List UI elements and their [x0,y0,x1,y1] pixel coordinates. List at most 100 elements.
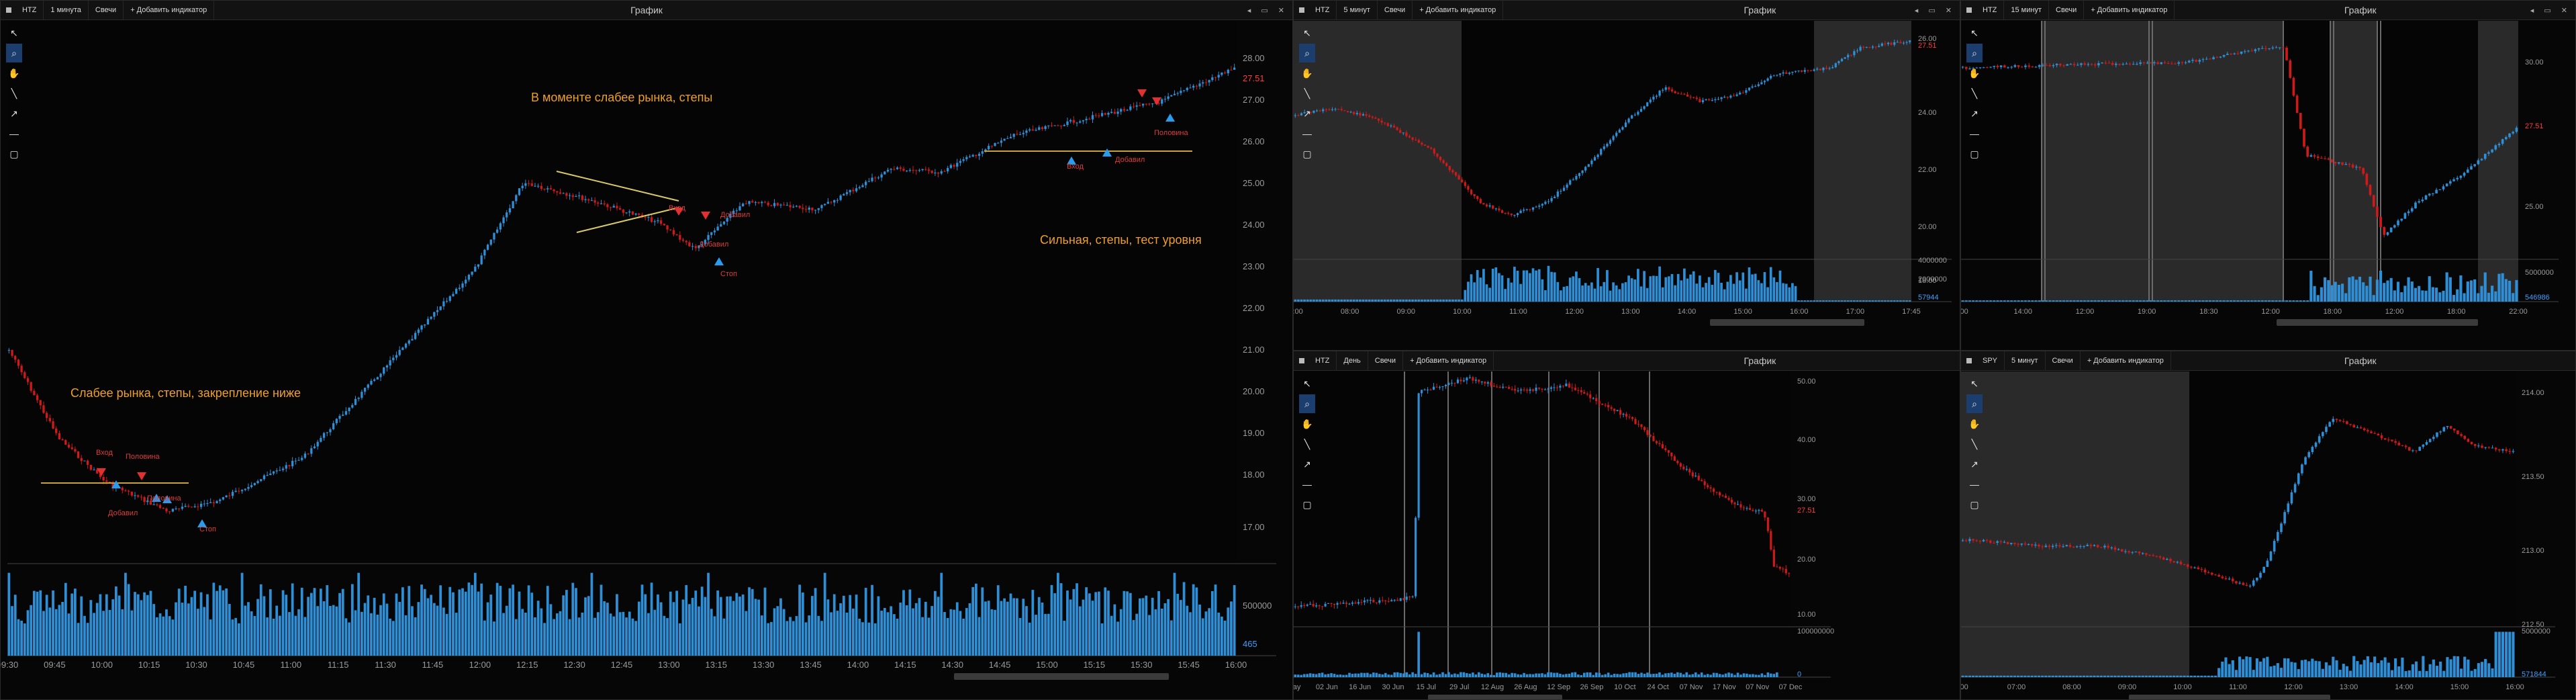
symbol-selector[interactable]: HTZ [1308,1,1337,19]
chart-type-selector[interactable]: Свечи [2049,1,2085,19]
candle-body [1363,600,1366,603]
symbol-selector[interactable]: HTZ [1308,351,1337,370]
rectangle-icon[interactable]: ▢ [1302,148,1312,159]
horizontal-line-icon[interactable]: — [9,128,19,139]
candle-body [1961,67,1964,68]
hand-icon[interactable]: ✋ [8,67,20,79]
panel-menu-icon[interactable] [1299,7,1304,13]
volume-bar [1492,674,1496,677]
hand-icon[interactable]: ✋ [1968,67,1981,79]
add-indicator-button[interactable]: + Добавить индикатор [124,1,215,19]
interval-selector[interactable]: 1 минута [44,1,89,19]
cursor-icon[interactable]: ↖ [1970,378,1978,389]
add-indicator-button[interactable]: + Добавить индикатор [1413,1,1504,19]
magnifier-icon[interactable]: ⌕ [1299,394,1315,413]
candle-body [1703,481,1706,486]
arrow-icon[interactable]: ↗ [1303,458,1311,470]
magnifier-icon[interactable]: ⌕ [1299,44,1315,62]
volume-bar [1742,673,1746,677]
horizontal-line-icon[interactable]: — [1302,479,1312,490]
spy-chart-canvas[interactable]: SPYSPDR S&P 500214.00213.50213.00212.505… [1961,351,2576,700]
chart-type-selector[interactable]: Свечи [1378,1,1413,19]
chart-type-selector[interactable]: Свечи [89,1,124,19]
magnifier-icon[interactable]: ⌕ [1966,394,1983,413]
candle-body [1662,89,1664,91]
volume-bar [1850,300,1853,302]
time-axis-label: 10 Oct [1614,683,1635,691]
chart-type-selector[interactable]: Свечи [2046,351,2081,370]
volume-bar [2034,675,2037,677]
candle-body [824,204,826,206]
interval-selector[interactable]: 15 минут [2004,1,2050,19]
volume-bar [1491,269,1494,302]
window-controls-icon[interactable]: ◂ ▭ ✕ [1914,6,1956,15]
candle-body [1359,113,1362,116]
volume-bar [1769,267,1772,302]
add-indicator-button[interactable]: + Добавить индикатор [2081,351,2171,370]
volume-bar [899,603,902,656]
magnifier-icon[interactable]: ⌕ [1966,44,1983,62]
magnifier-icon[interactable]: ⌕ [6,44,22,62]
candle-body [250,485,253,488]
add-indicator-button[interactable]: + Добавить индикатор [2084,1,2175,19]
volume-bar [512,584,514,656]
line-icon[interactable]: ╲ [1971,438,1978,449]
horizontal-line-icon[interactable]: — [1970,128,1979,139]
horizontal-line-icon[interactable]: — [1970,479,1979,490]
candle-body [1448,166,1451,171]
candle-body [2334,162,2337,164]
candle-body [2252,580,2255,586]
hand-icon[interactable]: ✋ [1301,418,1313,429]
chart-type-selector[interactable]: Свечи [1368,351,1404,370]
rectangle-icon[interactable]: ▢ [1302,498,1312,510]
htz15-chart-canvas[interactable]: 27.5130.0025.0050000005469865:0014:0012:… [1961,1,2576,351]
volume-bar [2292,300,2295,302]
volume-bar [1624,282,1627,302]
hand-icon[interactable]: ✋ [1968,418,1981,429]
candle-body [1482,203,1485,205]
candle-body [1853,51,1856,56]
panel-menu-icon[interactable] [6,7,11,13]
line-icon[interactable]: ╲ [1971,87,1978,99]
panel-menu-icon[interactable] [1299,358,1304,363]
rectangle-icon[interactable]: ▢ [1970,498,1979,510]
volume-bar [1727,672,1730,677]
symbol-selector[interactable]: HTZ [1976,1,2005,19]
rectangle-icon[interactable]: ▢ [1970,148,1979,159]
arrow-icon[interactable]: ↗ [1970,458,1978,470]
cursor-icon[interactable]: ↖ [1303,27,1311,38]
symbol-selector[interactable]: HTZ [15,1,44,19]
hand-icon[interactable]: ✋ [1301,67,1313,79]
rectangle-icon[interactable]: ▢ [9,148,19,159]
candle-body [2330,159,2334,163]
window-controls-icon[interactable]: ◂ ▭ ✕ [2530,6,2571,15]
line-icon[interactable]: ╲ [11,87,17,99]
interval-selector[interactable]: 5 минут [2005,351,2046,370]
cursor-icon[interactable]: ↖ [1303,378,1311,389]
arrow-icon[interactable]: ↗ [10,107,18,119]
symbol-selector[interactable]: SPY [1976,351,2005,370]
candle-body [612,206,615,208]
volume-bar [238,623,240,656]
panel-menu-icon[interactable] [1966,7,1972,13]
candle-body [496,229,499,233]
interval-selector[interactable]: День [1337,351,1368,370]
volume-bar [1683,268,1686,302]
htzday-chart-canvas[interactable]: HTZHertz Global Holdings Inc New50.0040.… [1294,351,1960,700]
line-icon[interactable]: ╲ [1304,87,1310,99]
main-chart-canvas[interactable]: 28.0027.5127.0026.0025.0024.0023.0022.00… [1,1,1293,700]
add-indicator-button[interactable]: + Добавить индикатор [1403,351,1494,370]
candle-body [1186,87,1188,91]
line-icon[interactable]: ╲ [1304,438,1310,449]
arrow-icon[interactable]: ↗ [1303,107,1311,119]
window-controls-icon[interactable]: ◂ ▭ ✕ [1247,6,1288,15]
interval-selector[interactable]: 5 минут [1337,1,1378,19]
panel-menu-icon[interactable] [1966,358,1972,363]
cursor-icon[interactable]: ↖ [1970,27,1978,38]
arrow-icon[interactable]: ↗ [1970,107,1978,119]
horizontal-line-icon[interactable]: — [1302,128,1312,139]
htz5-chart-canvas[interactable]: 26.0027.5124.0022.0020.0018.004000000200… [1294,1,1960,351]
candle-body [568,195,571,196]
cursor-icon[interactable]: ↖ [10,27,18,38]
volume-bar [344,618,348,656]
